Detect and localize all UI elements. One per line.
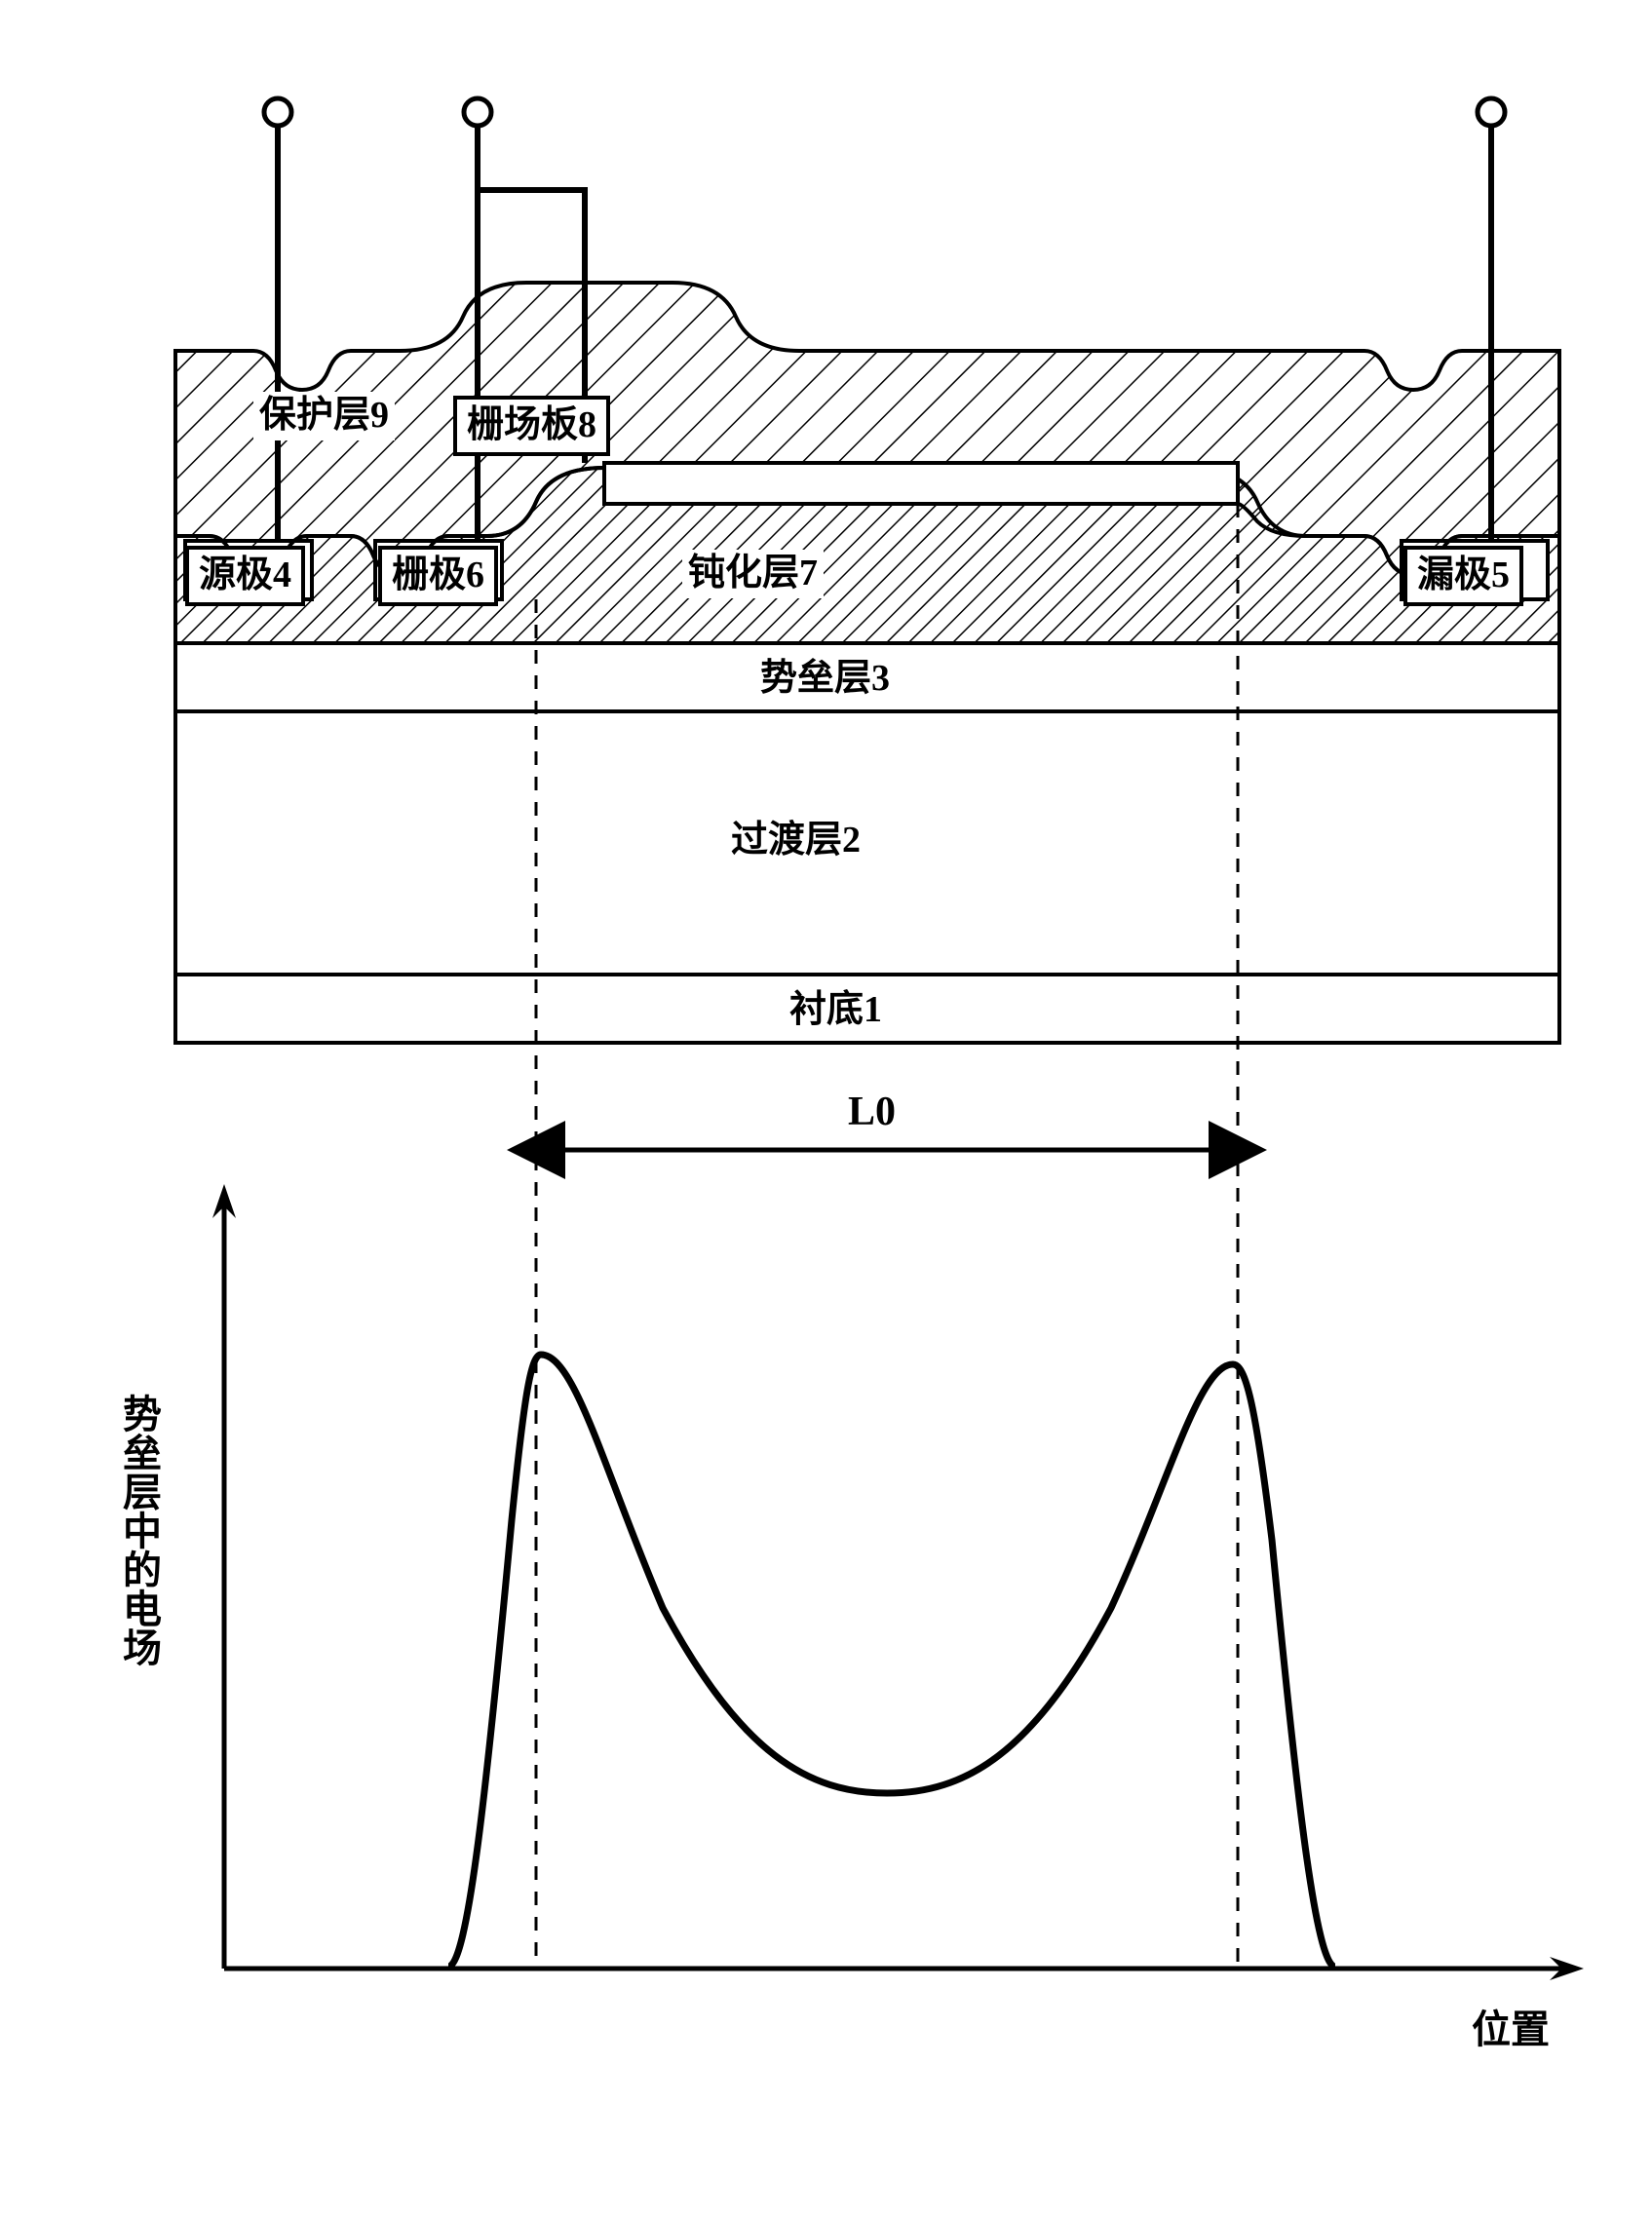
- diagram-container: 保护层9 栅场板8 源极4 栅极6 钝化层7 漏极5 势垒层3 过渡层2 衬底1…: [58, 58, 1594, 2161]
- diagram-svg: [58, 58, 1594, 2161]
- source-terminal: [264, 98, 291, 126]
- gate-field-plate: [604, 463, 1238, 504]
- substrate-label: 衬底1: [789, 988, 882, 1033]
- source-label: 源极4: [185, 546, 305, 606]
- barrier-layer-label: 势垒层3: [760, 657, 890, 702]
- gate-label: 栅极6: [378, 546, 498, 606]
- protection-layer-label: 保护层9: [253, 392, 395, 440]
- gate-terminal: [464, 98, 491, 126]
- transition-layer-label: 过渡层2: [731, 819, 861, 863]
- drain-terminal: [1478, 98, 1505, 126]
- passivation-layer-label: 钝化层7: [682, 550, 824, 598]
- gate-field-plate-label: 栅场板8: [453, 396, 610, 456]
- drain-label: 漏极5: [1403, 546, 1523, 606]
- chart-xlabel: 位置: [1472, 1998, 1550, 2054]
- transition-layer: [175, 711, 1559, 975]
- chart-ylabel: 势垒层中的电场: [117, 1394, 160, 1666]
- l0-label: L0: [848, 1088, 896, 1136]
- efield-curve: [448, 1355, 1335, 1967]
